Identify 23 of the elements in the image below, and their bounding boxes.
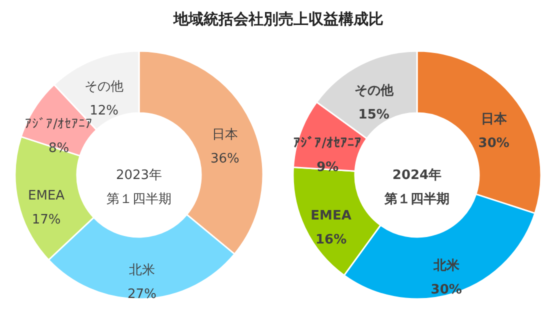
slice-label: 日本 [480, 112, 508, 128]
slice-label: ｱｼﾞｱ/ｵｾｱﾆｱ [25, 117, 92, 132]
slice-label: EMEA [310, 208, 352, 224]
chart-title: 地域統括会社別売上収益構成比 [172, 9, 384, 30]
slice-label: その他 [354, 83, 394, 98]
data-label: 30% [478, 136, 510, 152]
text: 2023年 [116, 168, 162, 183]
slice-label: EMEA [28, 188, 65, 204]
data-label: 12% [90, 104, 118, 119]
data-label: 16% [315, 232, 347, 248]
data-label: 15% [358, 107, 390, 122]
data-label: 27% [128, 286, 156, 302]
data-label: 17% [32, 212, 61, 228]
data-label: 30% [430, 282, 462, 298]
data-label: 36% [210, 152, 240, 167]
slice-label: その他 [84, 80, 124, 95]
slice-label: 北米 [432, 258, 460, 274]
text: 第１四半期 [384, 192, 450, 207]
text: 2024年 [392, 168, 442, 183]
slice-label: 日本 [212, 128, 238, 143]
slice-label: 北米 [128, 262, 155, 278]
data-label: 8% [48, 141, 70, 156]
text: 第１四半期 [106, 192, 172, 207]
